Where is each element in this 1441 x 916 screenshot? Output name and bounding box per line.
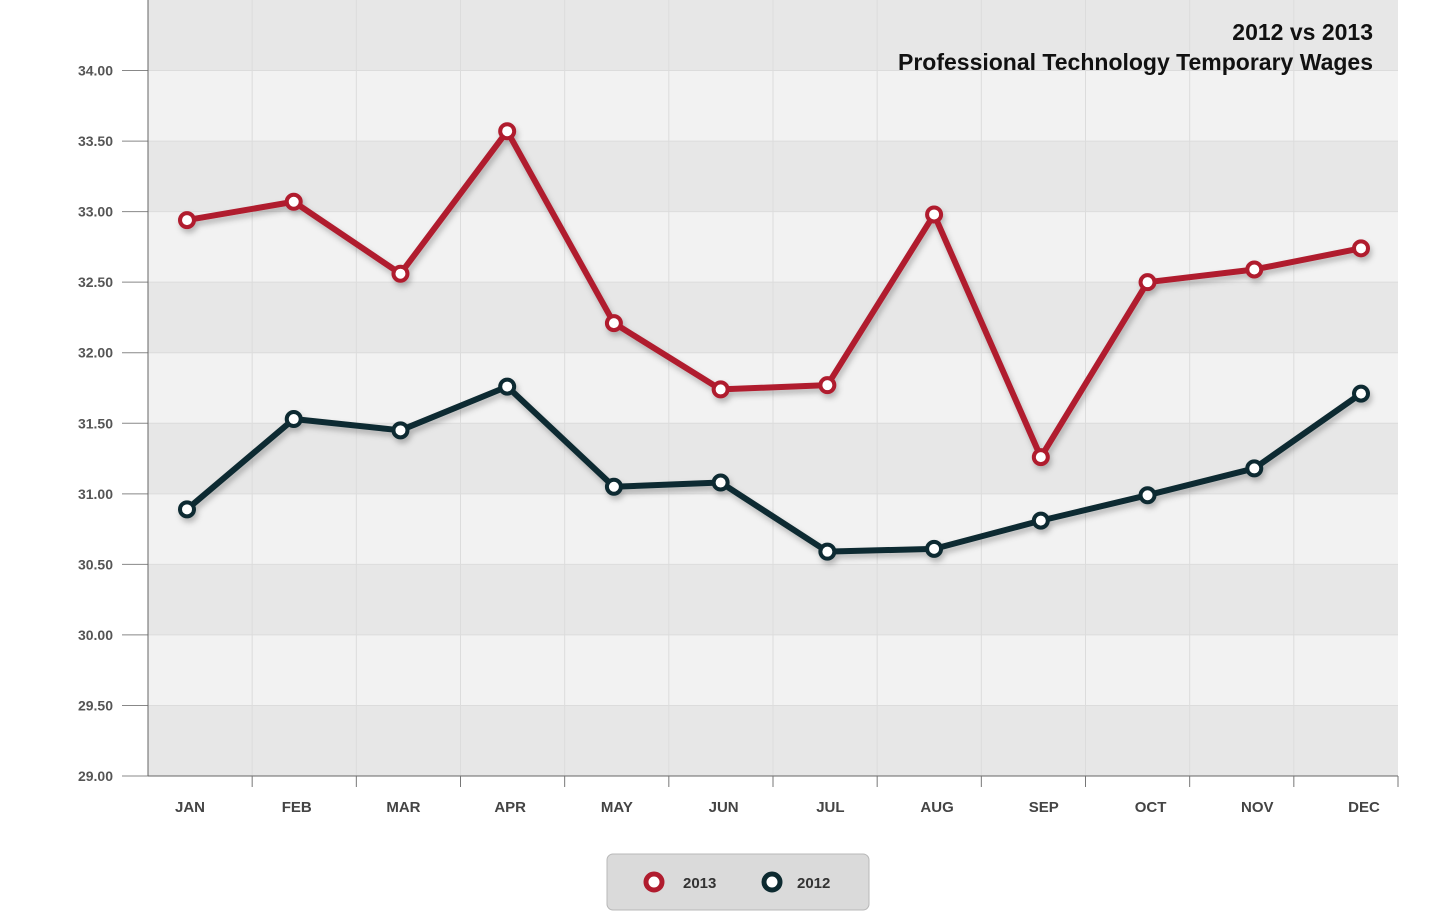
x-tick-label: AUG (920, 799, 953, 816)
data-point-2012-oct (1138, 486, 1157, 505)
y-tick-label: 30.00 (78, 627, 113, 643)
y-tick-label: 29.50 (78, 697, 113, 713)
y-tick-label: 33.50 (78, 133, 113, 149)
data-point-2012-aug (925, 539, 944, 558)
data-point-2012-dec (1352, 384, 1370, 403)
y-tick-label: 31.50 (78, 415, 113, 431)
x-tick-label: MAY (601, 799, 633, 816)
legend-marker-2013 (643, 871, 665, 893)
y-tick-label: 31.00 (78, 486, 113, 502)
data-point-2012-jun (711, 473, 730, 492)
x-tick-label: JUN (709, 799, 739, 816)
data-point-2013-apr (498, 122, 517, 141)
x-tick-label: OCT (1135, 799, 1167, 816)
x-axis: JAN FEB MAR APR MAY JUN JUL AUG SEP OCT NOV DEC (148, 775, 1399, 816)
data-point-2012-feb (284, 410, 303, 429)
legend: 2013 2012 (606, 853, 870, 911)
x-tick-label: JAN (175, 799, 205, 816)
x-tick-label: APR (494, 799, 526, 816)
chart-title: 2012 vs 2013 (1232, 19, 1373, 45)
data-point-2013-dec (1352, 239, 1370, 258)
y-tick-label: 30.50 (78, 556, 113, 572)
data-point-2013-may (604, 314, 623, 333)
x-tick-label: JUL (816, 799, 844, 816)
data-point-2013-jun (711, 380, 730, 399)
x-tick-label: FEB (282, 799, 312, 816)
legend-label-2013: 2013 (683, 875, 716, 892)
data-point-2013-oct (1138, 273, 1157, 292)
data-point-2013-nov (1245, 260, 1264, 279)
vertical-gridlines (251, 0, 1295, 776)
y-tick-label: 33.00 (78, 204, 113, 220)
data-point-2013-jan (178, 211, 196, 230)
series-2013 (178, 122, 1370, 467)
y-tick-label: 32.50 (78, 274, 113, 290)
chart-subtitle: Professional Technology Temporary Wages (898, 49, 1373, 75)
data-point-2013-mar (391, 264, 410, 283)
data-point-2012-apr (498, 377, 517, 396)
data-point-2012-jan (178, 500, 196, 519)
series-line-2013 (184, 128, 1364, 461)
data-point-2013-sep (1031, 448, 1050, 467)
x-tick-label: NOV (1241, 799, 1274, 816)
legend-box (606, 853, 870, 911)
legend-label-2012: 2012 (797, 875, 830, 892)
series-layer (178, 122, 1370, 561)
data-point-2012-mar (391, 421, 410, 440)
data-point-2012-sep (1031, 511, 1050, 530)
legend-marker-2012 (761, 871, 783, 893)
y-tick-label: 29.00 (78, 768, 113, 784)
data-point-2012-may (604, 477, 623, 496)
legend-item-2013[interactable]: 2013 (643, 871, 716, 893)
series-2012 (178, 377, 1370, 561)
data-point-2013-jul (818, 376, 837, 395)
x-tick-label: DEC (1348, 799, 1380, 816)
y-tick-label: 34.00 (78, 63, 113, 79)
legend-item-2012[interactable]: 2012 (761, 871, 830, 893)
data-point-2012-nov (1245, 459, 1264, 478)
data-point-2013-feb (284, 192, 303, 211)
y-tick-label: 32.00 (78, 345, 113, 361)
x-tick-label: SEP (1029, 799, 1059, 816)
data-point-2013-aug (925, 205, 944, 224)
x-tick-label: MAR (386, 799, 420, 816)
data-point-2012-jul (818, 542, 837, 561)
series-line-2012 (184, 383, 1364, 555)
